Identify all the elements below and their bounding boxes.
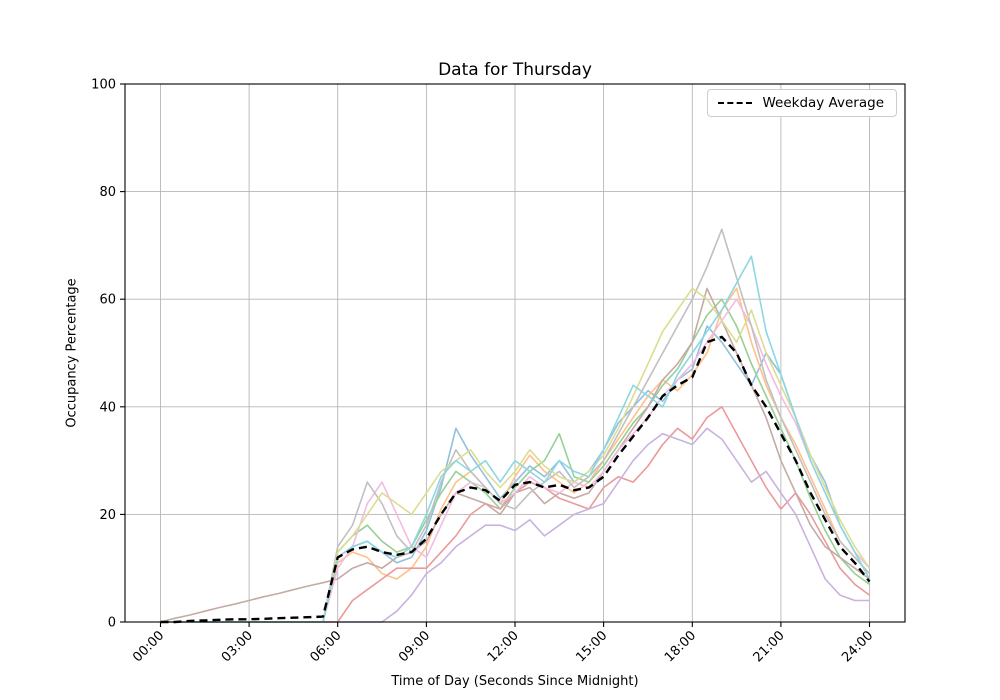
y-tick-label: 100 [91, 78, 116, 93]
x-axis-label: Time of Day (Seconds Since Midnight) [391, 674, 639, 689]
y-axis-label: Occupancy Percentage [64, 278, 80, 428]
chart-title: Data for Thursday [438, 60, 592, 80]
x-tick-label: 06:00 [307, 628, 344, 665]
x-tick-label: 24:00 [839, 628, 876, 665]
legend-label: Weekday Average [762, 95, 884, 111]
x-tick-label: 09:00 [396, 628, 433, 665]
y-tick-label: 40 [99, 400, 116, 415]
x-tick-label: 12:00 [485, 628, 522, 665]
y-tick-label: 20 [99, 508, 116, 523]
x-tick-label: 21:00 [751, 628, 788, 665]
x-tick-label: 18:00 [662, 628, 699, 665]
x-tick-label: 00:00 [130, 628, 167, 665]
y-tick-label: 60 [99, 293, 116, 308]
y-tick-label: 80 [99, 185, 116, 200]
dashed-line-icon [718, 102, 753, 104]
legend: Weekday Average [707, 89, 897, 117]
x-tick-label: 03:00 [219, 628, 256, 665]
weekday-average-line [160, 335, 871, 624]
x-tick-label: 15:00 [573, 628, 610, 665]
y-tick-label: 0 [108, 616, 116, 631]
